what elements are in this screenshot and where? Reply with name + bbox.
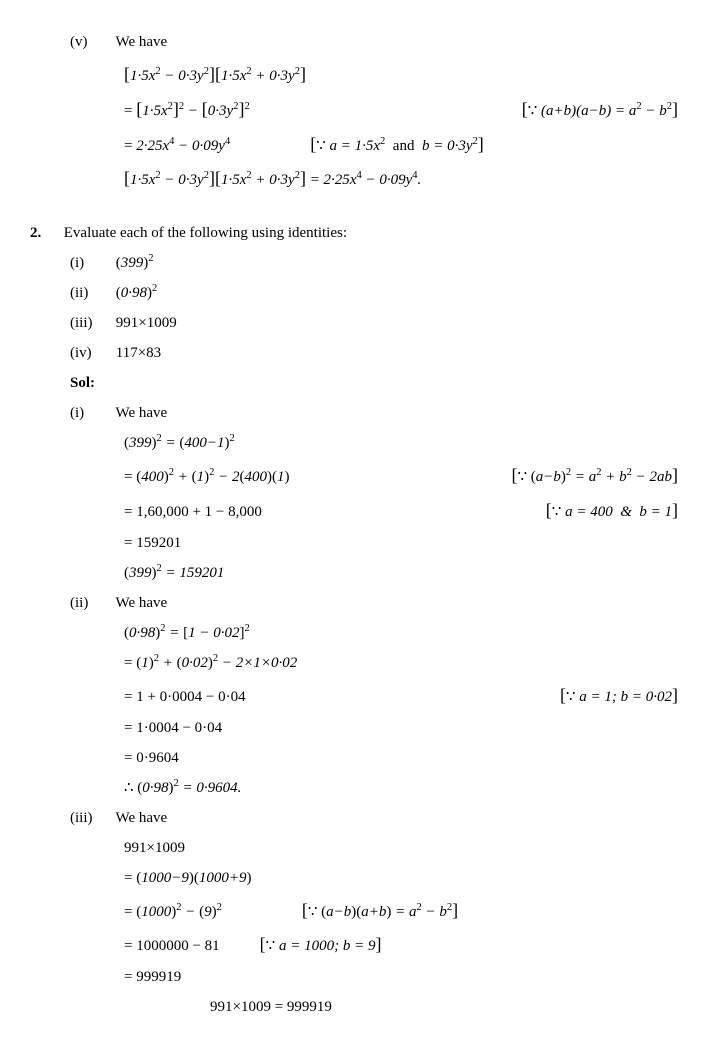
expr: 991×1009 [116, 315, 177, 331]
sol-iii-l1: 991×1009 [124, 836, 678, 860]
note: [∵ a = 400 & b = 1] [526, 496, 678, 525]
subpart-label: (ii) [70, 591, 112, 615]
q2-iv: (iv) 117×83 [70, 341, 678, 365]
expr: 117×83 [116, 345, 161, 361]
sol-iii-l5: = 999919 [124, 965, 678, 989]
lhs: = 2·25x4 − 0·09y4 [124, 134, 230, 158]
note: [∵ (a−b)(a+b) = a2 − b2] [222, 896, 458, 925]
prev-v-line4: [1·5x2 − 0·3y2][1·5x2 + 0·3y2] = 2·25x4 … [124, 164, 678, 193]
lhs: = 1,60,000 + 1 − 8,000 [124, 500, 262, 524]
intro-text: We have [115, 810, 167, 826]
lhs: = (400)2 + (1)2 − 2(400)(1) [124, 465, 289, 489]
q2-stem-row: 2. Evaluate each of the following using … [30, 221, 678, 245]
q2-iii: (iii) 991×1009 [70, 311, 678, 335]
sol-ii-l2: = (1)2 + (0·02)2 − 2×1×0·02 [124, 651, 678, 675]
sol-i-l2: = (400)2 + (1)2 − 2(400)(1) [∵ (a−b)2 = … [124, 461, 678, 490]
subpart-label: (v) [70, 30, 112, 54]
prev-v-line2: = [1·5x2]2 − [0·3y2]2 [∵ (a+b)(a−b) = a2… [124, 95, 678, 124]
q2-ii: (ii) (0·98)2 [70, 281, 678, 305]
subpart-label: (i) [70, 401, 112, 425]
note: [∵ (a−b)2 = a2 + b2 − 2ab] [491, 461, 678, 490]
prev-v-line3: = 2·25x4 − 0·09y4 [∵ a = 1·5x2 and b = 0… [124, 130, 678, 159]
subpart-label: (iv) [70, 341, 112, 365]
expr: (0·98)2 [116, 285, 158, 301]
lhs: = 1000000 − 81 [124, 934, 220, 958]
expr: (399)2 [116, 255, 154, 271]
sol-i-l1: (399)2 = (400−1)2 [124, 431, 678, 455]
intro-text: We have [115, 595, 167, 611]
sol-iii-header: (iii) We have [70, 806, 678, 830]
intro-text: We have [115, 405, 167, 421]
note: [∵ (a+b)(a−b) = a2 − b2] [502, 95, 678, 124]
note: [∵ a = 1000; b = 9] [220, 930, 382, 959]
sol-i-l4: = 159201 [124, 531, 678, 555]
lhs: = (1000)2 − (9)2 [124, 900, 222, 924]
subpart-label: (iii) [70, 311, 112, 335]
sol-iii-l2: = (1000−9)(1000+9) [124, 866, 678, 890]
prev-v-line1: [1·5x2 − 0·3y2][1·5x2 + 0·3y2] [124, 60, 678, 89]
sol-iii-l6: 991×1009 = 999919 [210, 995, 678, 1019]
sol-ii-l1: (0·98)2 = [1 − 0·02]2 [124, 621, 678, 645]
sol-i-l3: = 1,60,000 + 1 − 8,000 [∵ a = 400 & b = … [124, 496, 678, 525]
sol-i-l5: (399)2 = 159201 [124, 561, 678, 585]
spacer [30, 199, 678, 221]
subpart-label: (ii) [70, 281, 112, 305]
sol-ii-l4: = 1·0004 − 0·04 [124, 716, 678, 740]
subpart-label: (i) [70, 251, 112, 275]
subpart-label: (iii) [70, 806, 112, 830]
q2-i: (i) (399)2 [70, 251, 678, 275]
lhs: = [1·5x2]2 − [0·3y2]2 [124, 95, 250, 124]
sol-ii-l6: ∴ (0·98)2 = 0·9604. [124, 776, 678, 800]
problem-number: 2. [30, 221, 60, 245]
sol-iii-l3: = (1000)2 − (9)2 [∵ (a−b)(a+b) = a2 − b2… [124, 896, 678, 925]
sol-i-header: (i) We have [70, 401, 678, 425]
sol-ii-header: (ii) We have [70, 591, 678, 615]
prev-v-header: (v) We have [70, 30, 678, 54]
sol-label: Sol: [70, 371, 678, 395]
intro-text: We have [115, 34, 167, 50]
lhs: = 1 + 0·0004 − 0·04 [124, 685, 246, 709]
sol-iii-l4: = 1000000 − 81 [∵ a = 1000; b = 9] [124, 930, 678, 959]
stem-text: Evaluate each of the following using ide… [64, 225, 347, 241]
note: [∵ a = 1; b = 0·02] [540, 681, 678, 710]
note: [∵ a = 1·5x2 and b = 0·3y2] [230, 130, 484, 159]
sol-ii-l3: = 1 + 0·0004 − 0·04 [∵ a = 1; b = 0·02] [124, 681, 678, 710]
sol-ii-l5: = 0·9604 [124, 746, 678, 770]
